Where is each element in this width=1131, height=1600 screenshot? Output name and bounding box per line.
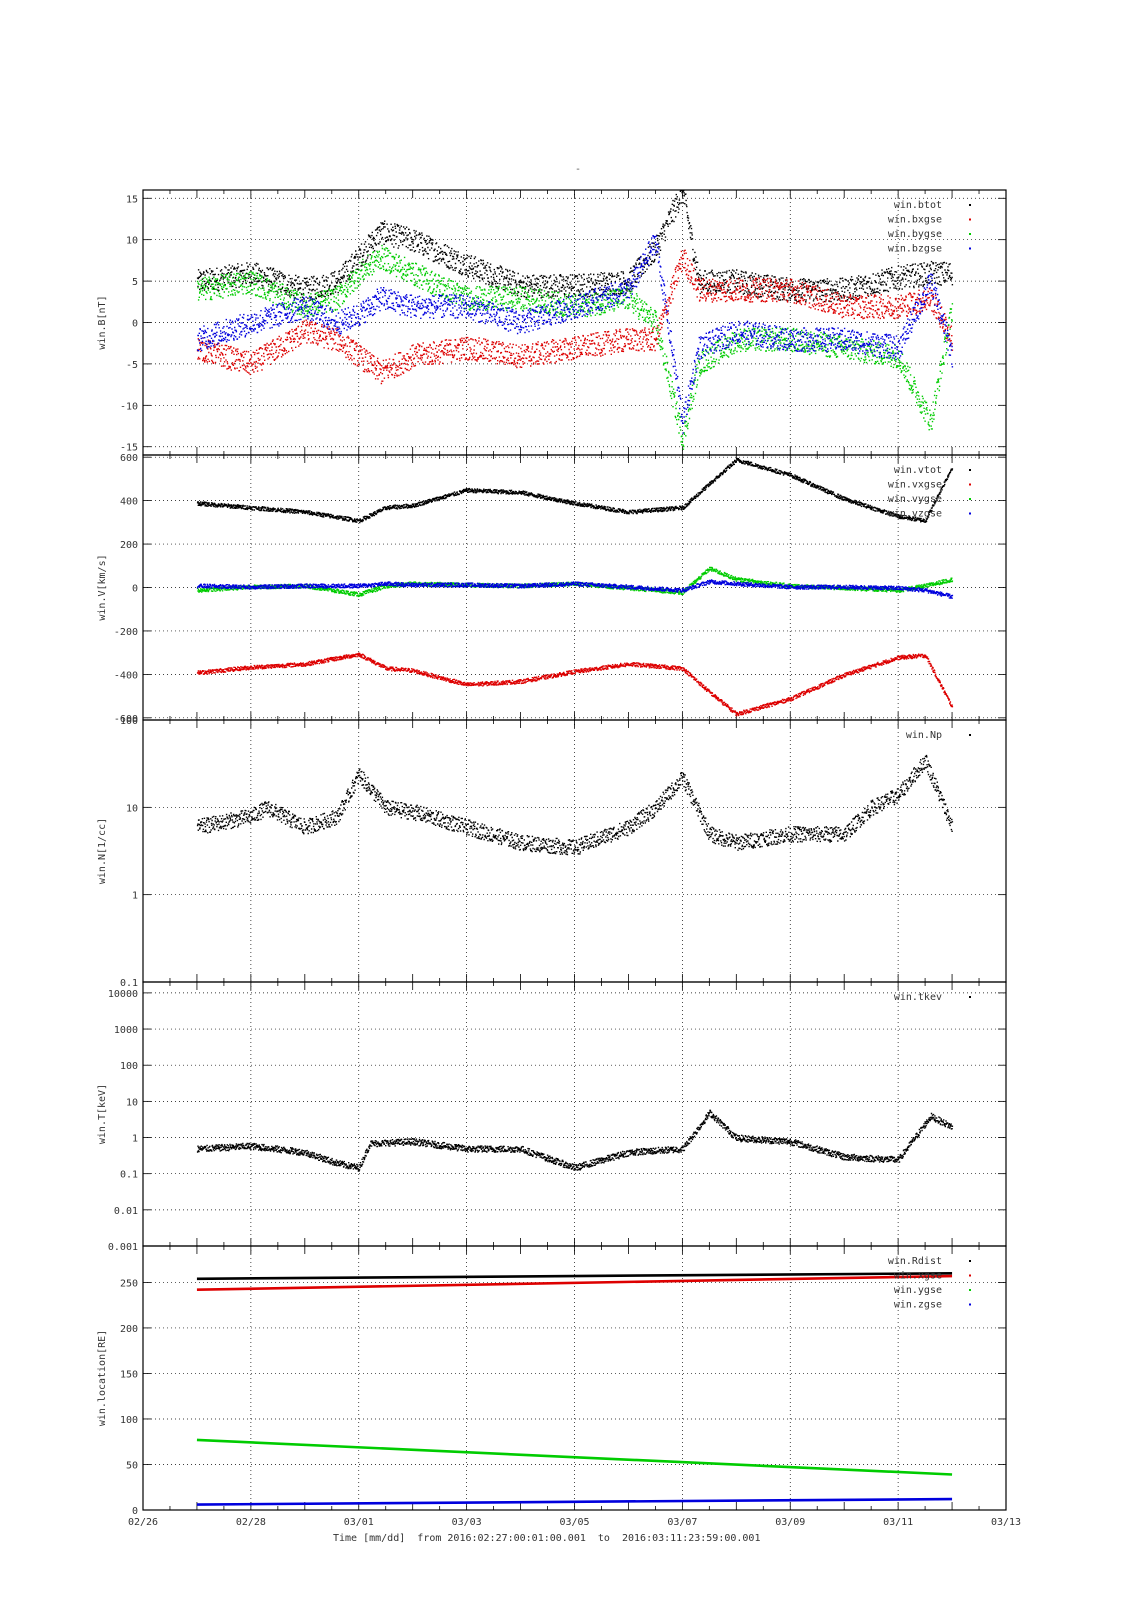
legend-marker <box>969 218 971 221</box>
y-tick-label: 0 <box>132 584 138 595</box>
legend-marker <box>969 734 971 736</box>
legend-label: win.xgse <box>894 1271 942 1282</box>
series-win-Rdist-line <box>196 1272 953 1281</box>
legend-marker <box>969 996 971 998</box>
x-tick-label: 03/09 <box>775 1517 805 1528</box>
y-tick-label: 200 <box>120 540 138 551</box>
x-tick-label: 03/07 <box>667 1517 697 1528</box>
series-win-zgse-line <box>196 1497 953 1506</box>
series-win-btot-points <box>196 190 954 303</box>
x-tick-label: 03/03 <box>452 1517 482 1528</box>
legend-label: win.ygse <box>894 1285 942 1296</box>
y-tick-label: -5 <box>126 360 138 371</box>
y-tick-label: -400 <box>114 670 138 681</box>
y-tick-label: 0 <box>132 319 138 330</box>
time-axis-label: Time [mm/dd] <box>333 1533 406 1544</box>
series-win-xgse-line <box>196 1274 953 1291</box>
series-win-tkev-points <box>196 1109 954 1172</box>
legend-label: win.vzgse <box>888 509 942 520</box>
y-axis-label: win.location[RE] <box>97 1330 108 1426</box>
series-win-vxgse-points <box>196 652 954 717</box>
y-tick-label: 50 <box>126 1460 138 1471</box>
y-tick-label: 100 <box>120 1061 138 1072</box>
series-win-vzgse-points <box>196 579 954 599</box>
series-win-Np-points <box>196 754 954 856</box>
y-axis-label: win.T[keV] <box>97 1084 108 1144</box>
y-tick-label: 100 <box>120 1415 138 1426</box>
legend-label: win.vtot <box>894 465 942 476</box>
y-tick-label: 600 <box>120 453 138 464</box>
x-tick-label: 02/26 <box>128 1517 158 1528</box>
legend-label: win.bygse <box>888 229 942 240</box>
y-tick-label: -10 <box>120 401 138 412</box>
y-tick-label: 0.001 <box>108 1242 138 1253</box>
y-tick-label: -15 <box>120 443 138 454</box>
x-tick-label: 03/01 <box>344 1517 374 1528</box>
legend-label: win.vxgse <box>888 480 942 491</box>
y-tick-label: 10 <box>126 803 138 814</box>
x-tick-label: 03/05 <box>559 1517 589 1528</box>
y-tick-label: 10 <box>126 1097 138 1108</box>
y-tick-label: 1000 <box>114 1025 138 1036</box>
x-tick-label: 03/13 <box>991 1517 1021 1528</box>
y-tick-label: -200 <box>114 627 138 638</box>
panel-frame-2 <box>142 719 1007 983</box>
y-tick-label: 1 <box>132 1134 138 1145</box>
legend-label: win.Rdist <box>888 1256 942 1267</box>
legend-marker <box>969 469 971 471</box>
time-range-text: from 2016:02:27:00:01:00.001 to 2016:03:… <box>417 1533 761 1544</box>
legend-label: win.Np <box>906 730 942 741</box>
legend-label: win.bxgse <box>888 215 942 226</box>
legend-marker <box>969 512 971 515</box>
y-axis-label: win.N[1/cc] <box>97 818 108 884</box>
chart-title: - <box>575 164 582 175</box>
legend-marker <box>969 204 971 206</box>
y-tick-label: -600 <box>114 714 138 725</box>
y-tick-label: 0.1 <box>120 978 138 989</box>
time-axis-footer: Time [mm/dd] from 2016:02:27:00:01:00.00… <box>333 1533 760 1544</box>
y-tick-label: 5 <box>132 277 138 288</box>
y-tick-label: 0 <box>132 1506 138 1517</box>
legend-marker <box>969 1260 971 1262</box>
y-tick-label: 100 <box>120 716 138 727</box>
legend-label: win.btot <box>894 200 942 211</box>
legend-label: win.zgse <box>894 1300 942 1311</box>
y-tick-label: 0.1 <box>120 1170 138 1181</box>
y-axis-label: win.B[nT] <box>97 295 108 349</box>
y-tick-label: 250 <box>120 1278 138 1289</box>
legend-marker <box>969 498 971 500</box>
legend-marker <box>969 1274 971 1277</box>
y-tick-label: 400 <box>120 497 138 508</box>
y-tick-label: 10 <box>126 236 138 247</box>
legend-marker <box>969 483 971 486</box>
legend-marker <box>969 1303 971 1306</box>
legend-label: win.bzgse <box>888 244 942 255</box>
legend-label: win.tkev <box>894 992 942 1003</box>
y-axis-label: win.V[km/s] <box>97 554 108 620</box>
y-tick-label: 150 <box>120 1369 138 1380</box>
y-tick-label: 10000 <box>108 989 138 1000</box>
y-tick-label: 0.01 <box>114 1206 138 1217</box>
legend-label: win.vygse <box>888 494 942 505</box>
y-tick-label: 1 <box>132 891 138 902</box>
x-tick-label: 02/28 <box>236 1517 266 1528</box>
legend-marker <box>969 233 971 235</box>
series-win-vtot-points <box>196 457 954 524</box>
x-tick-label: 03/11 <box>883 1517 913 1528</box>
legend-marker <box>969 1289 971 1291</box>
y-tick-label: 200 <box>120 1324 138 1335</box>
series-win-ygse-line <box>196 1438 953 1476</box>
series-win-bzgse-points <box>196 235 954 434</box>
y-tick-label: 15 <box>126 194 138 205</box>
legend-marker <box>969 247 971 250</box>
